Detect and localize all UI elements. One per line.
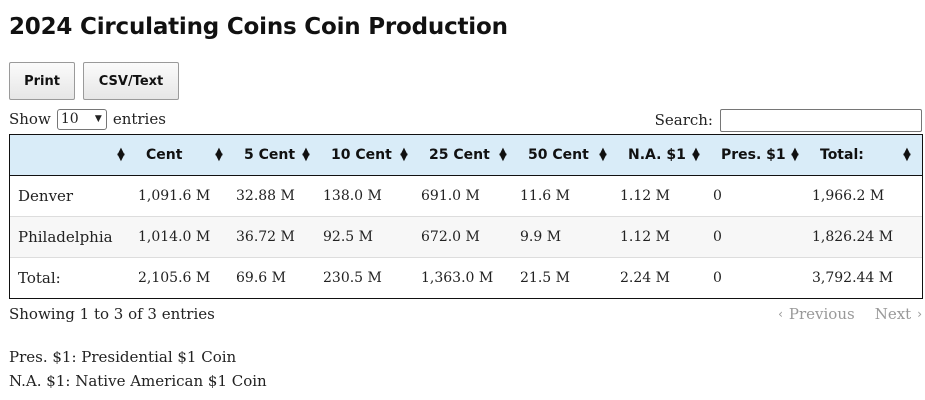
sort-icon: ▲ ▼ (215, 146, 223, 163)
entries-select-value: 10 (60, 111, 79, 127)
column-header-label: Total: (820, 147, 864, 163)
column-header-50-cent[interactable]: 50 Cent ▲ ▼ (520, 135, 620, 176)
column-header-10-cent[interactable]: 10 Cent ▲ ▼ (323, 135, 421, 176)
column-header-label: 25 Cent (429, 147, 490, 163)
table-cell: 0 (713, 257, 812, 298)
page-title: 2024 Circulating Coins Coin Production (9, 14, 508, 40)
footnotes: Pres. $1: Presidential $1 Coin N.A. $1: … (9, 345, 267, 393)
search-control: Search: (655, 108, 922, 132)
sort-icon: ▲ ▼ (117, 146, 125, 163)
column-header-label: 5 Cent (244, 147, 296, 163)
table-info: Showing 1 to 3 of 3 entries (9, 305, 215, 323)
production-table: ▲ ▼ Cent ▲ ▼ 5 Cent ▲ ▼ (9, 134, 923, 299)
sort-icon: ▲ ▼ (499, 146, 507, 163)
sort-icon: ▲ ▼ (599, 146, 607, 163)
chevron-left-icon: ‹ (778, 307, 783, 321)
entries-label: entries (112, 110, 166, 128)
table-cell: 1,091.6 M (138, 188, 211, 204)
column-header-total[interactable]: Total: ▲ ▼ (812, 135, 922, 176)
column-header-label: 10 Cent (331, 147, 392, 163)
table-cell: 32.88 M (236, 188, 295, 204)
footnote-native-american: N.A. $1: Native American $1 Coin (9, 372, 267, 390)
table-row: Philadelphia 1,014.0 M 36.72 M 92.5 M 67… (10, 216, 922, 258)
column-header-pres-dollar[interactable]: Pres. $1 ▲ ▼ (713, 135, 812, 176)
footnote-presidential: Pres. $1: Presidential $1 Coin (9, 348, 237, 366)
search-label: Search: (654, 111, 713, 129)
table-cell: 1.12 M (620, 188, 670, 204)
table-cell: 11.6 M (520, 188, 570, 204)
column-header-25-cent[interactable]: 25 Cent ▲ ▼ (421, 135, 520, 176)
table-cell: 1,966.2 M (812, 188, 885, 204)
entries-length-control: Show 10 ▼ entries (9, 108, 166, 130)
table-cell: 0 (713, 216, 812, 258)
print-button[interactable]: Print (9, 62, 75, 100)
table-cell: 230.5 M (323, 257, 421, 298)
show-label: Show (9, 110, 51, 128)
column-header-label: Cent (146, 147, 183, 163)
column-header-na-dollar[interactable]: N.A. $1 ▲ ▼ (620, 135, 713, 176)
sort-icon: ▲ ▼ (903, 146, 911, 163)
table-cell: 672.0 M (421, 216, 520, 258)
column-header-label: N.A. $1 (628, 147, 686, 163)
table-cell: 2,105.6 M (138, 257, 236, 298)
sort-icon: ▲ ▼ (302, 146, 310, 163)
table-cell: 21.5 M (520, 257, 620, 298)
entries-select[interactable]: 10 ▼ (56, 108, 107, 130)
column-header-cent[interactable]: Cent ▲ ▼ (138, 135, 236, 176)
table-cell: 1,826.24 M (812, 216, 922, 258)
table-cell: 2.24 M (620, 257, 713, 298)
table-cell: 9.9 M (520, 216, 620, 258)
next-button[interactable]: Next (874, 305, 912, 323)
table-row: Denver 1,091.6 M 32.88 M 138.0 M 691.0 M… (10, 176, 922, 217)
table-cell: 69.6 M (236, 257, 323, 298)
csv-text-button[interactable]: CSV/Text (83, 62, 179, 100)
sort-icon: ▲ ▼ (400, 146, 408, 163)
table-cell: 138.0 M (323, 188, 382, 204)
table-cell: Philadelphia (10, 216, 138, 258)
table-cell: Total: (10, 257, 138, 298)
table-row: Total: 2,105.6 M 69.6 M 230.5 M 1,363.0 … (10, 257, 922, 298)
column-header-label: Pres. $1 (721, 147, 786, 163)
table-cell: Denver (18, 187, 74, 205)
table-cell: 92.5 M (323, 216, 421, 258)
table-cell: 691.0 M (421, 188, 480, 204)
table-cell: 1.12 M (620, 216, 713, 258)
previous-button[interactable]: Previous (788, 305, 855, 323)
table-cell: 1,014.0 M (138, 216, 236, 258)
table-cell: 3,792.44 M (812, 257, 922, 298)
sort-icon: ▲ ▼ (791, 146, 799, 163)
table-cell: 1,363.0 M (421, 257, 520, 298)
chevron-right-icon: › (917, 307, 922, 321)
table-cell: 36.72 M (236, 216, 323, 258)
search-input[interactable] (720, 108, 922, 132)
column-header-location[interactable]: ▲ ▼ (10, 135, 138, 176)
column-header-5-cent[interactable]: 5 Cent ▲ ▼ (236, 135, 323, 176)
column-header-label: 50 Cent (528, 147, 589, 163)
sort-icon: ▲ ▼ (692, 146, 700, 163)
table-header-row: ▲ ▼ Cent ▲ ▼ 5 Cent ▲ ▼ (10, 135, 922, 176)
chevron-down-icon: ▼ (94, 114, 102, 124)
pagination: ‹ Previous Next › (778, 305, 922, 323)
table-cell: 0 (713, 188, 722, 204)
